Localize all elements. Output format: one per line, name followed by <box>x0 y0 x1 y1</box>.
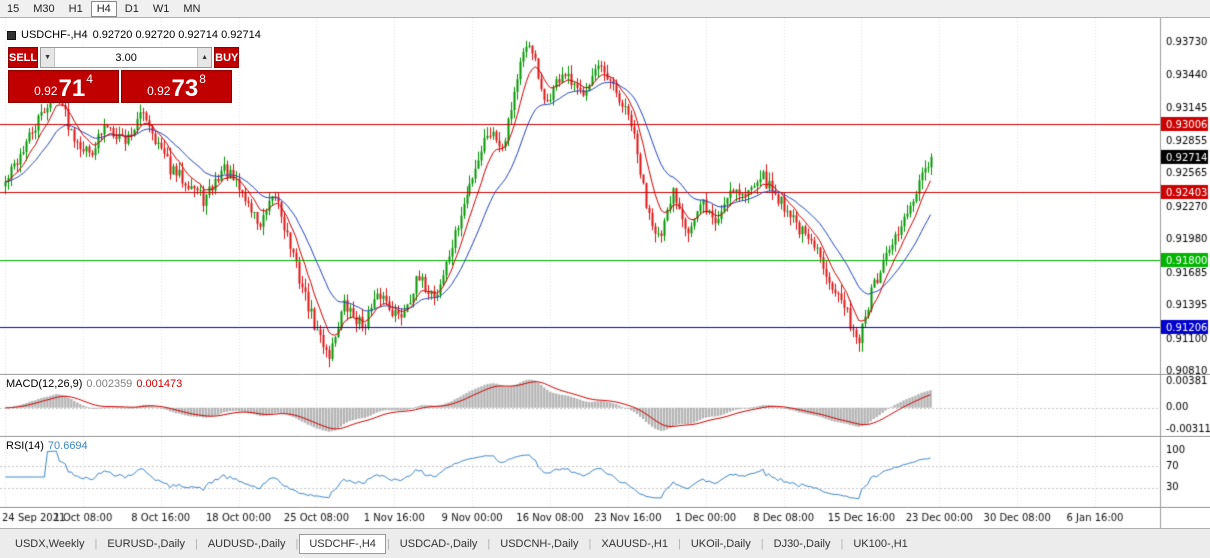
tab-separator: | <box>487 537 491 550</box>
macd-signal-value: 0.001473 <box>136 378 183 390</box>
tab-dj30-daily[interactable]: DJ30-,Daily <box>773 537 831 550</box>
timeframe-d1[interactable]: D1 <box>119 1 145 17</box>
time-axis <box>0 508 1210 528</box>
macd-chart-canvas[interactable] <box>0 375 1210 437</box>
sell-price-point: 4 <box>86 72 93 86</box>
tab-separator: | <box>94 537 98 550</box>
lot-decrease-button[interactable]: ▼ <box>41 48 56 67</box>
timeframe-w1[interactable]: W1 <box>147 1 176 17</box>
main-chart-panel: USDCHF-,H4 0.92720 0.92720 0.92714 0.927… <box>0 18 1210 375</box>
lot-increase-button[interactable]: ▲ <box>197 48 212 67</box>
timeframe-15[interactable]: 15 <box>1 1 25 17</box>
sell-price-base: 0.92 <box>34 84 58 98</box>
time-axis-canvas[interactable] <box>0 508 1210 528</box>
rsi-label: RSI(14) 70.6694 <box>6 440 92 452</box>
timeframe-mn[interactable]: MN <box>177 1 206 17</box>
rsi-panel: RSI(14) 70.6694 <box>0 437 1210 508</box>
tab-uk100-h1[interactable]: UK100-,H1 <box>853 537 908 550</box>
buy-button[interactable]: BUY <box>214 47 240 68</box>
tab-usdcnh-daily[interactable]: USDCNH-,Daily <box>500 537 579 550</box>
chart-symbol-period: USDCHF-,H4 <box>21 29 88 41</box>
chart-icon <box>7 30 16 40</box>
tab-separator: | <box>840 537 844 550</box>
sell-button[interactable]: SELL <box>8 47 39 68</box>
tab-separator: | <box>295 537 299 550</box>
sell-price-pips: 71 <box>58 74 86 102</box>
tab-separator: | <box>194 537 198 550</box>
macd-main-value: 0.002359 <box>86 378 133 390</box>
tab-usdx-weekly[interactable]: USDX,Weekly <box>15 537 85 550</box>
macd-name: MACD(12,26,9) <box>6 378 83 390</box>
macd-label: MACD(12,26,9) 0.002359 0.001473 <box>6 378 186 390</box>
lot-size-group: ▼ ▲ <box>40 47 213 68</box>
rsi-name: RSI(14) <box>6 440 44 452</box>
timeframe-h4[interactable]: H4 <box>90 0 117 17</box>
timeframe-m30[interactable]: M30 <box>27 1 60 17</box>
macd-panel: MACD(12,26,9) 0.002359 0.001473 <box>0 375 1210 437</box>
timeframe-toolbar: 15 M30 H1 H4 D1 W1 MN <box>0 0 1210 18</box>
chart-title: USDCHF-,H4 0.92720 0.92720 0.92714 0.927… <box>7 29 261 41</box>
buy-price-display[interactable]: 0.92 73 8 <box>121 70 232 103</box>
buy-price-point: 8 <box>199 72 206 86</box>
tab-xauusd-h1[interactable]: XAUUSD-,H1 <box>601 537 668 550</box>
tab-separator: | <box>678 537 681 550</box>
chevron-up-icon: ▲ <box>201 54 209 61</box>
tab-audusd-daily[interactable]: AUDUSD-,Daily <box>207 537 286 550</box>
rsi-chart-canvas[interactable] <box>0 437 1210 508</box>
lot-size-input[interactable] <box>55 48 198 67</box>
tab-separator: | <box>760 537 764 550</box>
buy-price-base: 0.92 <box>147 84 171 98</box>
buy-price-pips: 73 <box>171 74 199 102</box>
tab-separator: | <box>386 537 390 550</box>
timeframe-h1[interactable]: H1 <box>63 1 89 17</box>
tab-separator: | <box>588 537 592 550</box>
tab-bar: USDX,Weekly | EURUSD-,Daily | AUDUSD-,Daily |… <box>0 528 1210 558</box>
tab-usdcad-daily[interactable]: USDCAD-,Daily <box>399 537 478 550</box>
rsi-value: 70.6694 <box>47 440 88 452</box>
tab-eurusd-daily[interactable]: EURUSD-,Daily <box>107 537 185 550</box>
chart-ohlc-values: 0.92720 0.92720 0.92714 0.92714 <box>92 29 261 41</box>
tab-ukoil-daily[interactable]: UKOil-,Daily <box>690 537 751 550</box>
sell-price-display[interactable]: 0.92 71 4 <box>8 70 119 103</box>
tab-usdchf-h4[interactable]: USDCHF-,H4 <box>299 533 386 554</box>
chevron-down-icon: ▼ <box>44 54 52 61</box>
